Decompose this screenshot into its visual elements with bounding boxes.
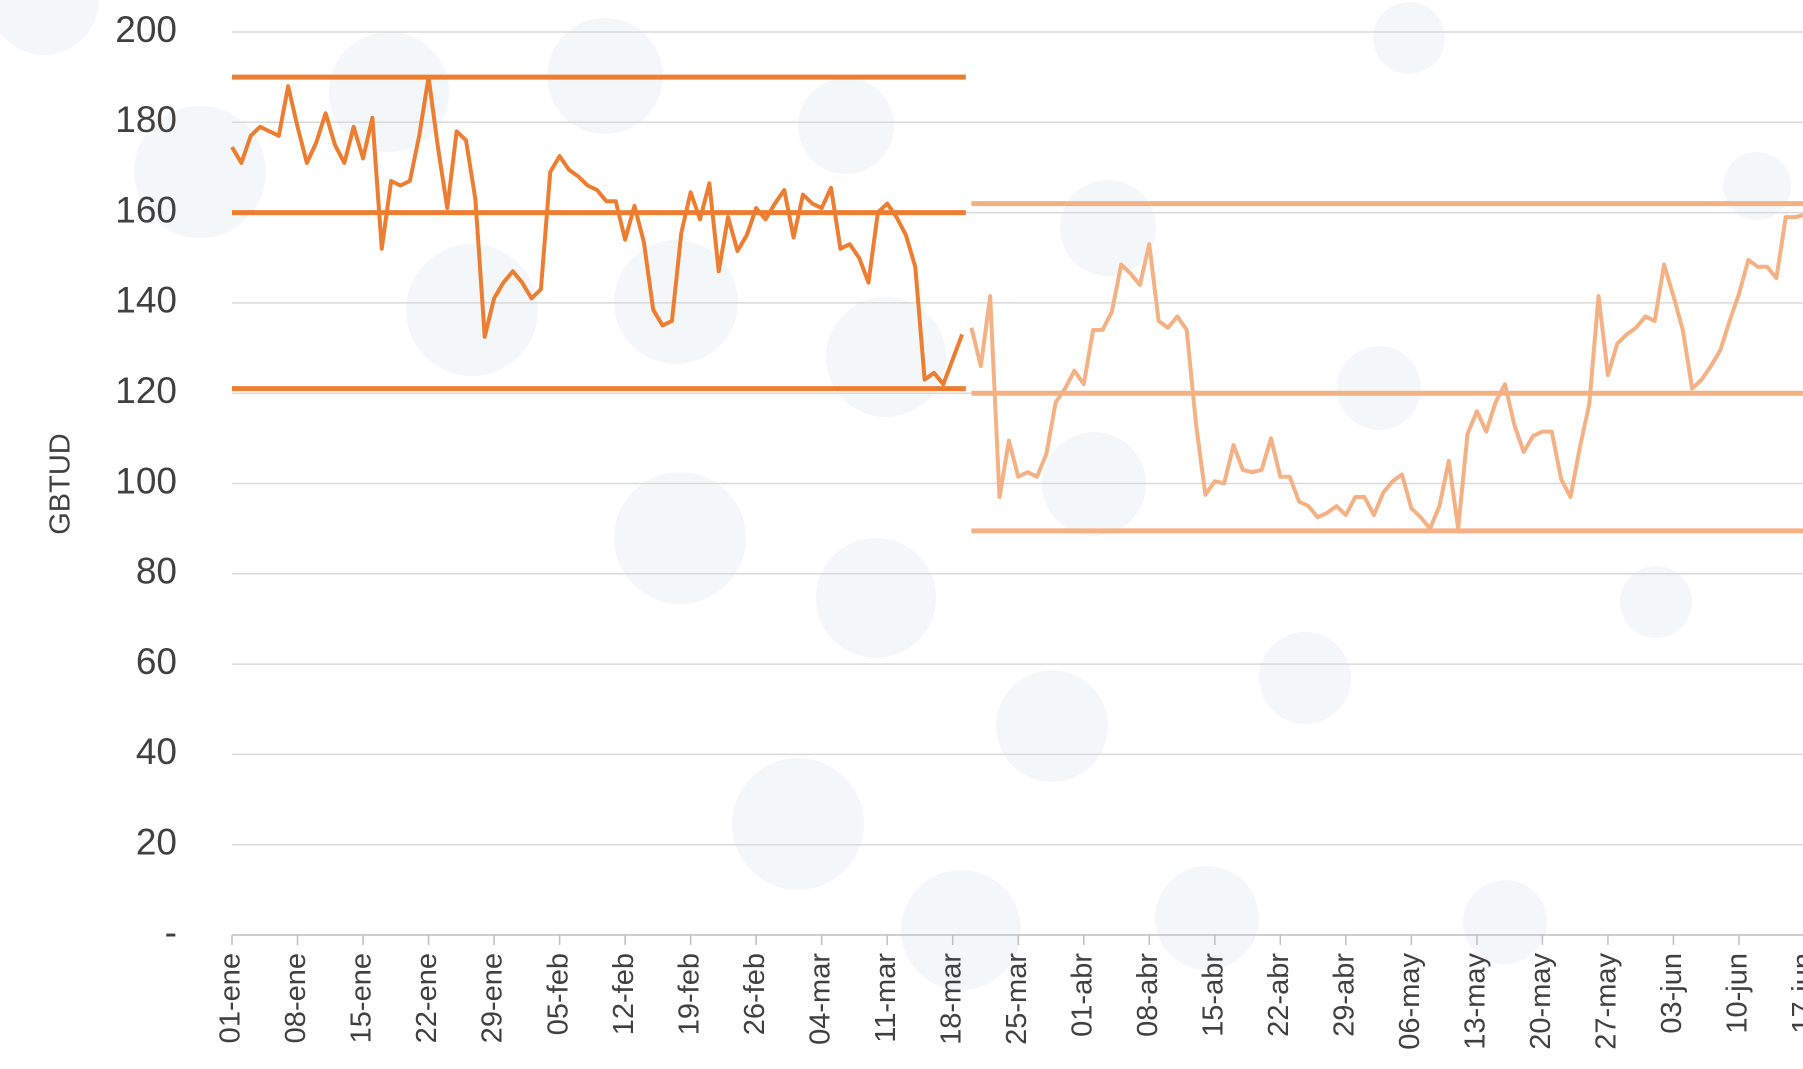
x-tick-label: 08-ene bbox=[280, 953, 312, 1043]
background-bubbles bbox=[0, 0, 1791, 990]
series-line bbox=[969, 213, 1803, 531]
x-tick-label: 08-abr bbox=[1132, 953, 1164, 1037]
y-tick-label: 80 bbox=[136, 551, 177, 592]
x-tick-label: 22-ene bbox=[411, 953, 443, 1043]
x-tick-label: 20-may bbox=[1525, 953, 1557, 1050]
x-tick-label: 12-feb bbox=[608, 953, 640, 1035]
x-tick-label: 01-ene bbox=[215, 953, 247, 1043]
x-tick-label: 11-mar bbox=[870, 953, 902, 1043]
x-tick-label: 17-jun bbox=[1787, 953, 1803, 1034]
x-tick-label: 25-mar bbox=[1001, 953, 1033, 1045]
bubble bbox=[406, 244, 538, 376]
bubble bbox=[901, 870, 1021, 990]
x-tick-label: 15-abr bbox=[1197, 953, 1229, 1037]
bubble bbox=[1723, 152, 1791, 220]
bubble bbox=[1373, 2, 1445, 74]
series-line bbox=[230, 75, 964, 387]
bubble bbox=[798, 78, 894, 174]
bubble bbox=[1620, 566, 1692, 638]
x-tick-label: 27-may bbox=[1591, 953, 1623, 1050]
bubble bbox=[614, 472, 746, 604]
x-tick-label: 26-feb bbox=[739, 953, 771, 1035]
x-tick-label: 01-abr bbox=[1066, 953, 1098, 1037]
bubble bbox=[996, 670, 1108, 782]
bubble bbox=[134, 106, 266, 238]
x-tick-label: 18-mar bbox=[935, 953, 967, 1045]
x-tick-label: 13-may bbox=[1460, 953, 1492, 1050]
bubble bbox=[1155, 866, 1259, 970]
y-tick-label: - bbox=[165, 912, 177, 953]
y-tick-label: 140 bbox=[115, 280, 177, 321]
bubble bbox=[614, 240, 738, 364]
x-tick-label: 15-ene bbox=[346, 953, 378, 1043]
bubble bbox=[1463, 880, 1547, 964]
y-tick-label: 20 bbox=[136, 821, 177, 862]
y-tick-label: 60 bbox=[136, 641, 177, 682]
y-tick-label: 180 bbox=[115, 99, 177, 140]
y-tick-label: 100 bbox=[115, 460, 177, 501]
bubble bbox=[1337, 346, 1421, 430]
bubble bbox=[826, 297, 946, 417]
y-tick-label: 40 bbox=[136, 731, 177, 772]
bubble bbox=[1259, 632, 1351, 724]
x-tick-label: 29-abr bbox=[1328, 953, 1360, 1037]
bubble bbox=[1060, 180, 1156, 276]
y-tick-label: 120 bbox=[115, 370, 177, 411]
bubble bbox=[816, 538, 936, 658]
x-tick-label: 19-feb bbox=[673, 953, 705, 1035]
y-tick-label: 160 bbox=[115, 189, 177, 230]
y-tick-label: 200 bbox=[115, 9, 177, 50]
x-tick-label: 22-abr bbox=[1263, 953, 1295, 1037]
bubble bbox=[0, 0, 99, 55]
bubble bbox=[732, 758, 864, 890]
x-tick-label: 29-ene bbox=[477, 953, 509, 1043]
x-tick-label: 03-jun bbox=[1656, 953, 1688, 1034]
x-tick-label: 06-may bbox=[1394, 953, 1426, 1050]
x-tick-label: 05-feb bbox=[542, 953, 574, 1035]
x-tick-label: 10-jun bbox=[1722, 953, 1754, 1034]
y-axis-label: GBTUD bbox=[45, 433, 77, 535]
x-tick-label: 04-mar bbox=[804, 953, 836, 1045]
